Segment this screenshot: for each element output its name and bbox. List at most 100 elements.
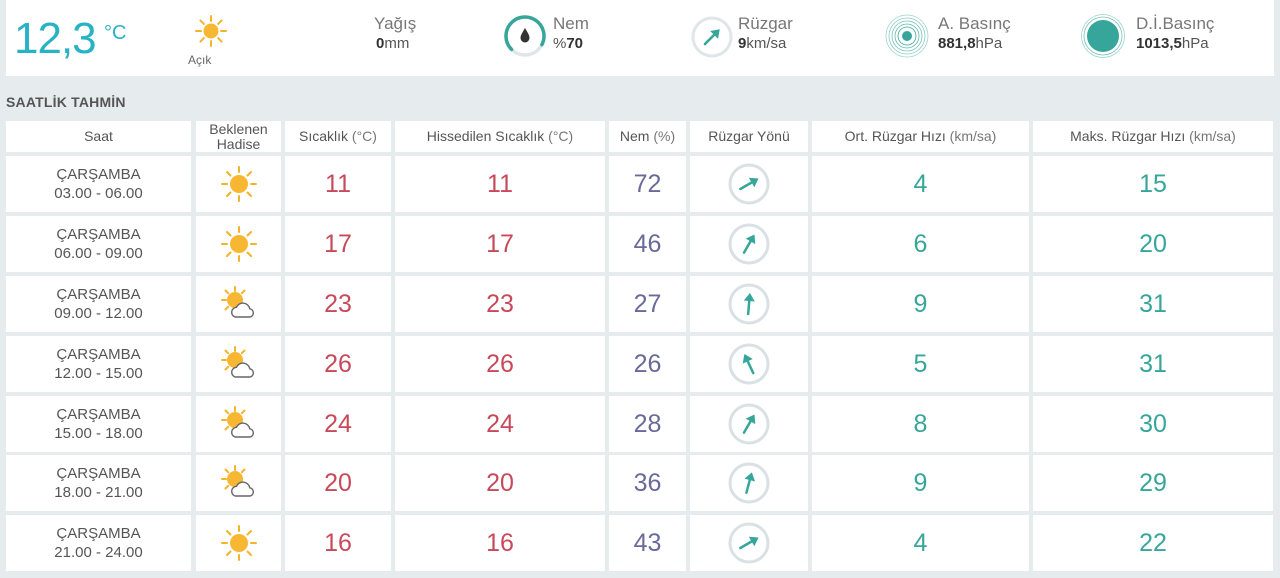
cell-max-wind: 15	[1033, 156, 1273, 212]
avg-wind-value: 4	[913, 528, 928, 557]
wind-direction-icon	[691, 16, 733, 58]
cell-max-wind: 31	[1033, 336, 1273, 392]
cell-temperature: 20	[285, 455, 391, 511]
row-day: ÇARŞAMBA	[56, 525, 141, 542]
cell-time: ÇARŞAMBA 18.00 - 21.00	[6, 455, 191, 511]
cell-temperature: 17	[285, 216, 391, 272]
max-wind-value: 22	[1139, 528, 1167, 557]
partly-cloudy-icon	[220, 406, 254, 438]
pressure-a-stat: A. Basınç 881,8hPa	[938, 14, 1011, 54]
avg-wind-value: 9	[913, 289, 928, 318]
header-expected-event: Beklenen Hadise	[196, 121, 281, 152]
sun-icon	[220, 166, 257, 202]
row-time-range: 18.00 - 21.00	[54, 484, 143, 501]
partly-cloudy-icon	[220, 286, 254, 318]
cell-avg-wind: 9	[812, 455, 1029, 511]
feels-like-value: 26	[486, 349, 514, 378]
cell-avg-wind: 5	[812, 336, 1029, 392]
feels-like-value: 17	[486, 229, 514, 258]
cell-humidity: 36	[609, 455, 686, 511]
sun-icon	[220, 226, 257, 262]
cell-expected-event	[196, 455, 281, 511]
temperature-value: 16	[324, 528, 352, 557]
sun-icon	[195, 15, 227, 47]
cell-avg-wind: 4	[812, 156, 1029, 212]
feels-like-value: 23	[486, 289, 514, 318]
header-temperature: Sıcaklık (°C)	[285, 121, 391, 152]
humidity-label: Nem	[553, 14, 589, 33]
cell-humidity: 46	[609, 216, 686, 272]
cell-wind-direction	[690, 156, 808, 212]
humidity-value: 28	[633, 409, 662, 438]
pressure-di-label: D.İ.Basınç	[1136, 14, 1215, 33]
row-time-range: 09.00 - 12.00	[54, 305, 143, 322]
temperature-value: 24	[324, 409, 352, 438]
max-wind-value: 15	[1139, 169, 1167, 198]
row-day: ÇARŞAMBA	[56, 465, 141, 482]
temperature-value: 23	[324, 289, 352, 318]
cell-avg-wind: 4	[812, 515, 1029, 571]
cell-max-wind: 22	[1033, 515, 1273, 571]
cell-humidity: 26	[609, 336, 686, 392]
header-wind-direction: Rüzgar Yönü	[690, 121, 808, 152]
max-wind-value: 20	[1139, 229, 1167, 258]
cell-feels-like: 17	[395, 216, 605, 272]
wind-label: Rüzgar	[738, 14, 793, 33]
cell-humidity: 27	[609, 276, 686, 332]
wind-direction-icon	[728, 343, 770, 385]
avg-wind-value: 6	[913, 229, 928, 258]
humidity-gauge-icon	[504, 15, 546, 57]
cell-max-wind: 31	[1033, 276, 1273, 332]
wind-direction-icon	[728, 522, 770, 564]
current-conditions-bar: 12,3 °C Açık Yağış 0mm Nem %70 Rüzgar	[6, 0, 1274, 76]
cell-time: ÇARŞAMBA 06.00 - 09.00	[6, 216, 191, 272]
wind-direction-icon	[728, 403, 770, 445]
cell-temperature: 16	[285, 515, 391, 571]
current-temperature-value: 12,3	[14, 14, 97, 63]
header-max-wind: Maks. Rüzgar Hızı (km/sa)	[1033, 121, 1273, 152]
cell-time: ÇARŞAMBA 03.00 - 06.00	[6, 156, 191, 212]
partly-cloudy-icon	[220, 465, 254, 497]
header-feels-like: Hissedilen Sıcaklık (°C)	[395, 121, 605, 152]
cell-max-wind: 20	[1033, 216, 1273, 272]
pressure-di-value: 1013,5hPa	[1136, 35, 1209, 52]
row-day: ÇARŞAMBA	[56, 226, 141, 243]
row-time-range: 21.00 - 24.00	[54, 544, 143, 561]
feels-like-value: 24	[486, 409, 514, 438]
cell-expected-event	[196, 216, 281, 272]
max-wind-value: 31	[1139, 349, 1167, 378]
cell-temperature: 26	[285, 336, 391, 392]
cell-expected-event	[196, 336, 281, 392]
cell-humidity: 72	[609, 156, 686, 212]
row-day: ÇARŞAMBA	[56, 286, 141, 303]
cell-temperature: 24	[285, 396, 391, 452]
avg-wind-value: 5	[913, 349, 928, 378]
feels-like-value: 20	[486, 468, 514, 497]
hourly-forecast-title: SAATLİK TAHMİN	[6, 94, 126, 110]
cell-time: ÇARŞAMBA 15.00 - 18.00	[6, 396, 191, 452]
pressure-a-label: A. Basınç	[938, 14, 1011, 33]
cell-expected-event	[196, 156, 281, 212]
pressure-small-icon	[885, 14, 929, 58]
cell-feels-like: 24	[395, 396, 605, 452]
max-wind-value: 30	[1139, 409, 1167, 438]
wind-direction-icon	[728, 283, 770, 325]
cell-max-wind: 29	[1033, 455, 1273, 511]
precipitation-label: Yağış	[374, 14, 417, 33]
current-condition-label: Açık	[188, 53, 212, 67]
cell-expected-event	[196, 276, 281, 332]
cell-feels-like: 16	[395, 515, 605, 571]
wind-direction-icon	[728, 462, 770, 504]
cell-feels-like: 11	[395, 156, 605, 212]
row-time-range: 12.00 - 15.00	[54, 365, 143, 382]
cell-max-wind: 30	[1033, 396, 1273, 452]
cell-expected-event	[196, 515, 281, 571]
row-day: ÇARŞAMBA	[56, 406, 141, 423]
cell-expected-event	[196, 396, 281, 452]
row-time-range: 03.00 - 06.00	[54, 185, 143, 202]
cell-wind-direction	[690, 216, 808, 272]
humidity-value: 46	[633, 229, 662, 258]
cell-temperature: 23	[285, 276, 391, 332]
header-humidity: Nem (%)	[609, 121, 686, 152]
wind-direction-icon	[728, 163, 770, 205]
